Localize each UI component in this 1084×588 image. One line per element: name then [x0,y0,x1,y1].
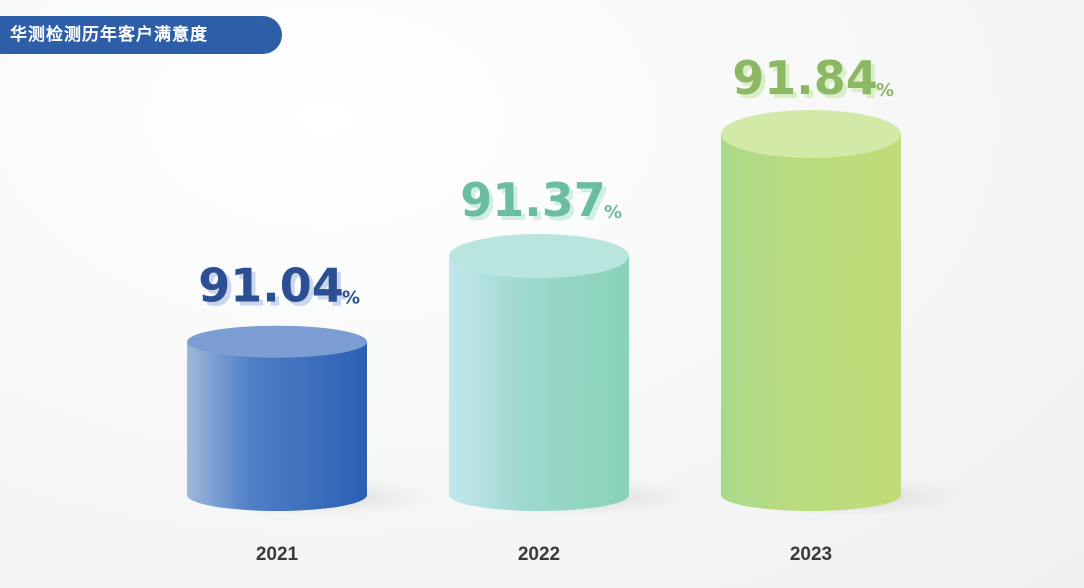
value-text: 91.84 [732,51,878,105]
bar-body-2022 [449,256,629,511]
svg-text:91.84: 91.84 [736,55,882,109]
bar-body-2021 [187,341,367,511]
bar-2023 [721,110,971,517]
bar-top-2023 [721,110,901,158]
svg-text:91.37: 91.37 [464,177,610,231]
chart-title: 华测检测历年客户满意度 [0,16,282,54]
svg-text:91.04: 91.04 [202,263,348,317]
bar-top-2021 [187,325,367,358]
percent-unit: % [342,288,360,309]
bar-2021 [187,325,437,517]
value-text: 91.37 [460,173,606,227]
tick-label-2022: 2022 [518,544,560,565]
percent-unit: % [876,80,894,101]
percent-unit: % [604,202,622,223]
bar-top-2022 [449,234,629,279]
value-text: 91.04 [198,259,344,313]
tick-label-2021: 2021 [256,544,299,565]
tick-label-2023: 2023 [790,544,832,565]
bar-2022 [449,234,699,517]
bar-body-2023 [721,134,901,511]
